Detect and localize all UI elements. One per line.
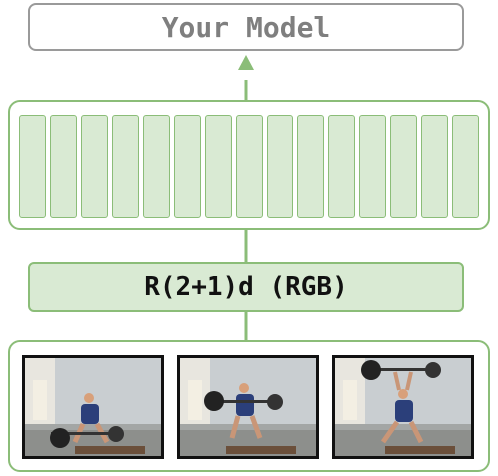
- your-model-label: Your Model: [161, 10, 331, 44]
- feature-cells: [19, 115, 480, 218]
- r21d-encoder-box: R(2+1)d (RGB): [28, 262, 464, 312]
- feature-cell: [204, 115, 232, 218]
- feature-cell: [235, 115, 263, 218]
- feature-cell: [452, 115, 480, 218]
- feature-sequence-box: [8, 100, 490, 230]
- video-frame-3: [332, 355, 474, 459]
- feature-cell: [328, 115, 356, 218]
- feature-cell: [390, 115, 418, 218]
- feature-cell: [49, 115, 77, 218]
- feature-cell: [19, 115, 46, 218]
- feature-cell: [266, 115, 294, 218]
- arrow-to-model-head: [238, 55, 254, 70]
- video-frames-box: [8, 340, 490, 472]
- your-model-box: Your Model: [28, 3, 464, 51]
- feature-cell: [173, 115, 201, 218]
- video-frame-1: [22, 355, 164, 459]
- r21d-encoder-label: R(2+1)d (RGB): [144, 272, 348, 302]
- feature-cell: [111, 115, 139, 218]
- feature-cell: [297, 115, 325, 218]
- video-frame-2: [177, 355, 319, 459]
- feature-cell: [80, 115, 108, 218]
- feature-cell: [421, 115, 449, 218]
- feature-cell: [359, 115, 387, 218]
- feature-cell: [142, 115, 170, 218]
